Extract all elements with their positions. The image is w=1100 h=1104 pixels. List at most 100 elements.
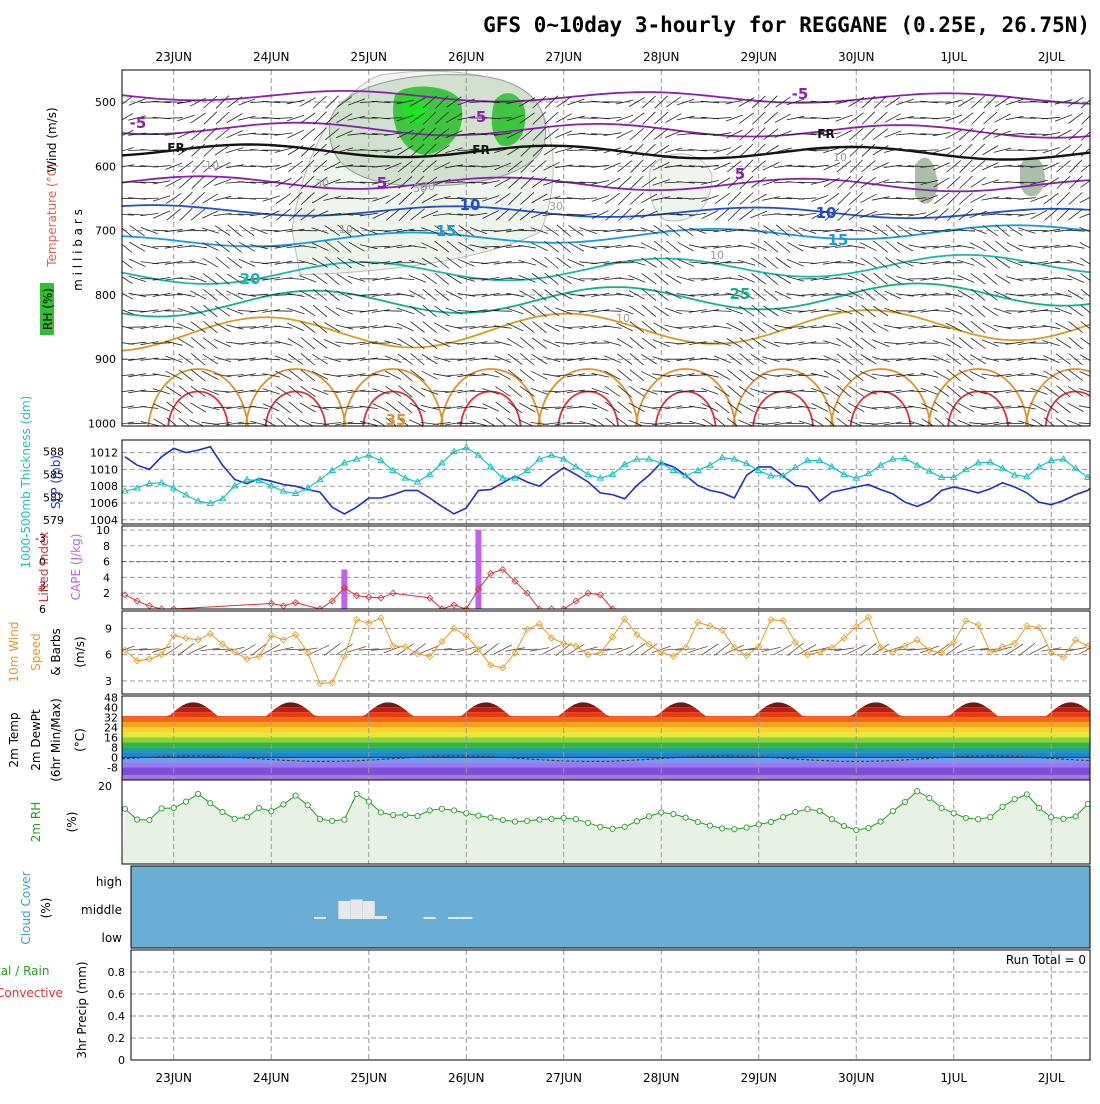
rh-point [476,813,481,818]
wind10-barb [543,645,561,654]
isotherm-loop [831,369,931,426]
wind-barb [422,274,437,285]
wind-barb [1056,418,1071,428]
rh-point [586,820,591,825]
wind-barb [762,407,780,408]
wind-barb [140,375,158,376]
wind10-barb [238,644,255,654]
wind-barb [643,112,656,125]
temp-band [122,767,1090,775]
wind-barb [838,192,851,205]
wind-barb [908,391,926,392]
rh-area-50 [1020,157,1045,197]
rh-point [951,811,956,816]
wind-barb [643,128,656,141]
cape-grid [122,526,1090,609]
isotherm-loop [246,369,346,426]
wind-barb [799,198,817,199]
x-tick-bottom: 28JUN [643,1071,680,1085]
wind-barb [764,306,779,316]
temp-band [122,722,1090,727]
ylabel-total-rain: tal / Rain [0,964,49,978]
rh-ticks: 20 [98,780,112,793]
wind-barb [433,407,451,408]
wind-barb [1081,144,1094,156]
wind-barb [543,340,560,347]
x-tick-top: 28JUN [643,50,680,64]
rh-point [500,817,505,822]
rh-point [890,809,895,814]
wind-barb [885,97,900,107]
pressure-tick: 600 [95,160,116,173]
wind10-barb [1006,644,1023,655]
wind10m-panel: 963 10m Wind Speed & Barbs (m/s) [7,611,1100,694]
wind-barb [129,259,145,267]
wind-barb [631,160,644,173]
rh-tick: 20 [98,780,112,793]
isotherm-loop [1046,392,1100,427]
wind-barb [384,311,402,312]
cape-tick: 10 [96,524,110,537]
rh-point [610,826,615,831]
wind-barb [204,112,217,125]
wind-barb [739,306,754,316]
wind-barb [604,326,622,329]
wind-barb [812,419,827,429]
ylabel-rh-unit: (%) [65,812,79,833]
contour-label: -5 [130,114,147,132]
rh-point [256,805,261,810]
wind-barb [861,274,876,285]
wind-barb [128,423,146,424]
wind-barb [1081,112,1094,125]
wind-barb [1067,245,1085,248]
wind-barb [288,339,304,348]
wind-barb [812,403,828,411]
wind-barb [323,374,341,377]
wind-barb [396,278,414,280]
wind-barb [276,402,290,413]
wind-barb [579,375,597,376]
wind-barb [652,407,670,408]
x-tick-top: 2JUL [1038,50,1065,64]
wind-barb [995,274,1010,283]
wind-barb [520,386,535,396]
wind-barb [191,128,205,140]
wind-barb [1006,407,1024,408]
wind-barb [1055,308,1072,314]
rh-point [1036,805,1041,810]
wind-barb [970,243,986,251]
wind-barb [630,113,645,124]
wind-barb [1069,337,1083,349]
wind-barb [1091,197,1100,200]
wind-barb [714,371,730,380]
wind-barb [811,195,828,201]
wind-barb [970,372,986,380]
wind-barb [786,311,804,312]
wind-barb [422,371,438,379]
wind-barb [1081,273,1095,284]
wind-barb [835,278,853,280]
wind-barb [1079,406,1097,409]
wind-barb [1018,279,1036,280]
wind-barb [629,275,646,282]
rh-point [976,817,981,822]
rh-point [854,827,859,832]
wind-barb [1093,306,1100,316]
wind-barb [1055,246,1073,247]
ylabel-wind-unit: (m/s) [73,636,87,667]
wind-barb [301,128,315,140]
cloud-background [131,866,1090,948]
rh-point [622,824,627,829]
wind-barb [325,306,340,316]
slp-tick: 1010 [90,463,118,476]
wind-barb [641,243,657,251]
cape-frame [122,526,1090,609]
rh-point [1024,792,1029,797]
cape-tick: 8 [103,540,110,553]
wind-barb [385,371,401,379]
wind-barb [958,275,975,282]
li-tick: 6 [39,603,46,616]
isotherm-loop [733,369,833,426]
